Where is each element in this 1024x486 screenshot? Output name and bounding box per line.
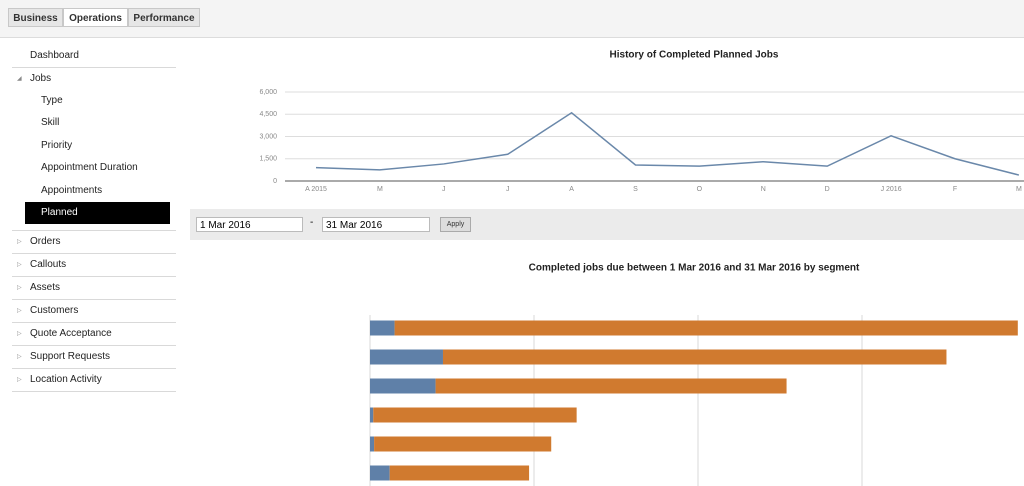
x-tick-label: J xyxy=(442,186,446,193)
nav-item[interactable]: Dashboard xyxy=(12,45,176,68)
apply-button[interactable]: Apply xyxy=(440,217,471,232)
nav-subitem[interactable]: Planned xyxy=(25,201,170,225)
nav-group: ▷ Quote Acceptance xyxy=(12,323,176,347)
tab[interactable]: Business xyxy=(8,8,63,27)
data-line xyxy=(315,111,1020,176)
sidebar: Dashboard ◢ Jobs Type Skill Priority Appointme… xyxy=(12,45,176,393)
nav-label: Customers xyxy=(30,305,79,317)
expand-arrow: ▷ xyxy=(17,354,22,361)
bar-segment xyxy=(370,436,375,452)
bar-segment xyxy=(374,436,552,452)
nav-label: Location Activity xyxy=(30,374,102,386)
nav-group: ▷ Assets xyxy=(12,277,176,301)
y-tick-label: 1,500 xyxy=(259,156,277,163)
x-tick-label: M xyxy=(377,186,383,193)
nav-label: Orders xyxy=(30,236,61,248)
bar-segment xyxy=(370,465,390,481)
y-tick-label: 3,000 xyxy=(259,133,277,140)
expand-arrow: ▷ xyxy=(17,239,22,246)
nav-subitem[interactable]: Appointments xyxy=(41,184,103,196)
nav-item[interactable]: ▷ Location Activity xyxy=(12,369,176,393)
nav-group: ▷ Location Activity xyxy=(12,369,176,393)
x-tick-label: O xyxy=(697,186,703,193)
nav-item[interactable]: ▷ Assets xyxy=(12,277,176,301)
bar-segment xyxy=(370,320,395,336)
to-date-input[interactable]: 31 Mar 2016 xyxy=(322,217,430,232)
bar-segment xyxy=(435,378,787,394)
nav-item[interactable]: ▷ Orders xyxy=(12,231,176,255)
nav-label: Assets xyxy=(30,282,61,294)
line-chart: History of Completed Planned Jobs 0 1,500… xyxy=(259,50,1024,193)
bar-segment xyxy=(389,465,530,481)
bar-chart: Completed jobs due between 1 Mar 2016 an… xyxy=(369,263,1018,486)
x-tick-label: J xyxy=(506,186,510,193)
expand-arrow: ◢ xyxy=(17,76,22,82)
x-tick-label: M xyxy=(1016,186,1022,193)
y-tick-label: 4,500 xyxy=(259,111,277,118)
nav-group: ▷ Orders xyxy=(12,231,176,255)
nav-label: Callouts xyxy=(30,259,67,271)
nav-item[interactable]: ▷ Customers xyxy=(12,300,176,324)
nav-item[interactable]: ◢ Jobs xyxy=(12,68,176,90)
nav-group: ◢ Jobs Type Skill Priority Appointment Durati… xyxy=(12,68,176,232)
bar-segment xyxy=(370,378,436,394)
date-separator: - xyxy=(310,217,314,228)
x-tick-label: F xyxy=(953,186,957,193)
nav-item[interactable]: ▷ Callouts xyxy=(12,254,176,278)
chart-title: Completed jobs due between 1 Mar 2016 an… xyxy=(529,263,860,274)
top-bar: Business Operations Performance xyxy=(0,0,1024,38)
nav-group: ▷ Callouts xyxy=(12,254,176,278)
chart-title: History of Completed Planned Jobs xyxy=(610,50,779,61)
tab[interactable]: Performance xyxy=(128,8,200,27)
nav-label: Quote Acceptance xyxy=(30,328,112,340)
x-tick-label: N xyxy=(761,186,766,193)
nav-subitem[interactable]: Skill xyxy=(41,117,60,129)
from-date-input[interactable]: 1 Mar 2016 xyxy=(196,217,303,232)
x-tick-label: J 2016 xyxy=(881,186,902,193)
bar-segment xyxy=(394,320,1018,336)
nav-item[interactable]: ▷ Quote Acceptance xyxy=(12,323,176,347)
expand-arrow: ▷ xyxy=(17,262,22,269)
expand-arrow: ▷ xyxy=(17,285,22,292)
nav-label: Dashboard xyxy=(30,50,79,61)
y-tick-label: 0 xyxy=(273,178,277,185)
y-tick-label: 6,000 xyxy=(259,89,277,96)
nav-group: Dashboard xyxy=(12,45,176,68)
x-tick-label: S xyxy=(633,186,638,193)
expand-arrow: ▷ xyxy=(17,377,22,384)
bar-segment xyxy=(370,407,374,423)
tab[interactable]: Operations xyxy=(63,8,128,27)
bar-segment xyxy=(442,349,947,365)
nav-group: ▷ Customers xyxy=(12,300,176,324)
expand-arrow: ▷ xyxy=(17,331,22,338)
nav-group: ▷ Support Requests xyxy=(12,346,176,370)
x-tick-label: A 2015 xyxy=(305,186,327,193)
expand-arrow: ▷ xyxy=(17,308,22,315)
bar-segment xyxy=(373,407,577,423)
bar-segment xyxy=(370,349,443,365)
nav-subitem[interactable]: Type xyxy=(41,95,63,106)
nav-subitem[interactable]: Priority xyxy=(41,139,73,151)
x-tick-label: D xyxy=(825,186,830,193)
nav-item[interactable]: ▷ Support Requests xyxy=(12,346,176,370)
separator xyxy=(12,224,176,232)
date-filter: 1 Mar 2016 - 31 Mar 2016 Apply xyxy=(190,209,1024,240)
nav-label: Jobs xyxy=(30,73,52,84)
x-tick-label: A xyxy=(569,186,574,193)
nav-subitem[interactable]: Appointment Duration xyxy=(41,162,138,174)
nav-label: Support Requests xyxy=(30,351,111,363)
